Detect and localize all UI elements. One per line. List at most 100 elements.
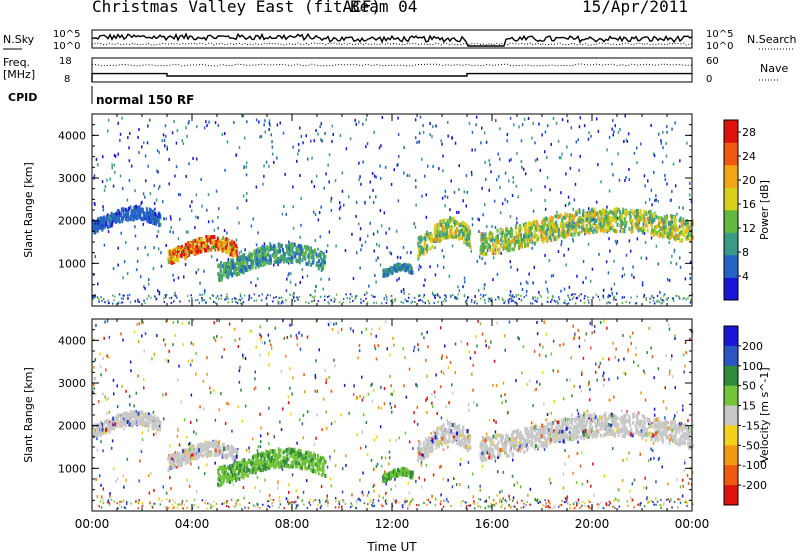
data-point: [444, 294, 446, 297]
data-point: [649, 214, 651, 219]
data-point: [613, 499, 615, 502]
data-point: [199, 242, 202, 247]
data-point: [315, 285, 317, 289]
data-point: [516, 501, 519, 505]
data-point: [535, 387, 537, 391]
data-point: [122, 207, 125, 212]
data-point: [424, 301, 426, 304]
data-point: [293, 501, 296, 504]
data-point: [489, 505, 491, 508]
data-point: [580, 389, 582, 393]
data-point: [292, 185, 294, 189]
data-point: [273, 247, 275, 252]
data-point: [653, 233, 656, 237]
data-point: [298, 331, 300, 335]
data-point: [209, 506, 212, 509]
data-point: [291, 243, 294, 248]
data-point: [284, 172, 286, 176]
data-point: [613, 395, 615, 399]
data-point: [212, 234, 215, 239]
data-point: [571, 214, 574, 219]
data-point: [436, 412, 438, 415]
data-point: [413, 345, 416, 349]
data-point: [577, 440, 579, 444]
data-point: [96, 495, 99, 498]
data-point: [377, 344, 380, 348]
data-point: [548, 259, 551, 263]
data-point: [273, 296, 275, 299]
data-point: [150, 471, 152, 475]
data-point: [519, 232, 522, 237]
data-point: [113, 500, 115, 503]
data-point: [418, 504, 420, 507]
data-point: [600, 501, 602, 504]
data-point: [170, 226, 172, 229]
data-point: [226, 500, 228, 502]
data-point: [411, 300, 414, 303]
data-point: [350, 502, 352, 505]
data-point: [211, 505, 213, 508]
data-point: [349, 137, 352, 141]
data-point: [335, 293, 338, 296]
data-point: [236, 206, 239, 210]
data-point: [238, 369, 241, 373]
data-point: [289, 280, 292, 284]
data-point: [679, 265, 682, 269]
data-point: [203, 126, 206, 130]
data-point: [445, 299, 447, 302]
data-point: [268, 406, 270, 410]
data-point: [202, 243, 205, 248]
data-point: [618, 505, 621, 508]
data-point: [427, 345, 429, 349]
data-point: [653, 413, 656, 417]
data-point: [597, 213, 600, 218]
data-point: [112, 378, 115, 382]
data-point: [186, 435, 188, 439]
data-point: [442, 228, 445, 233]
data-point: [589, 279, 592, 283]
data-point: [524, 233, 526, 237]
data-point: [226, 293, 228, 296]
data-point: [606, 205, 608, 209]
data-point: [450, 505, 452, 507]
data-point: [218, 277, 221, 282]
data-point: [379, 176, 382, 180]
data-point: [665, 220, 668, 225]
data-point: [666, 277, 669, 281]
data-point: [406, 266, 409, 271]
data-point: [568, 201, 571, 205]
data-point: [578, 210, 581, 215]
data-point: [530, 188, 532, 192]
data-point: [447, 445, 449, 449]
data-point: [635, 208, 638, 213]
data-point: [420, 237, 423, 242]
data-point: [204, 237, 207, 242]
data-point: [553, 506, 556, 509]
data-point: [282, 301, 285, 304]
data-point: [301, 258, 304, 263]
data-point: [260, 299, 263, 302]
data-point: [268, 493, 271, 497]
data-point: [615, 298, 617, 301]
data-point: [329, 477, 332, 481]
data-point: [423, 501, 425, 504]
data-point: [357, 498, 359, 501]
data-point: [496, 237, 499, 242]
data-point: [300, 223, 302, 227]
data-point: [681, 222, 684, 227]
data-point: [226, 260, 229, 265]
data-point: [198, 237, 201, 242]
data-point: [179, 247, 182, 252]
data-point: [670, 217, 673, 222]
data-point: [513, 296, 515, 299]
data-point: [660, 216, 663, 221]
data-point: [603, 378, 605, 382]
data-point: [194, 238, 197, 243]
data-point: [201, 499, 204, 502]
data-point: [141, 320, 143, 324]
data-point: [206, 241, 209, 246]
data-point: [632, 265, 634, 269]
data-point: [361, 331, 363, 334]
data-point: [443, 233, 446, 238]
data-point: [312, 249, 315, 254]
